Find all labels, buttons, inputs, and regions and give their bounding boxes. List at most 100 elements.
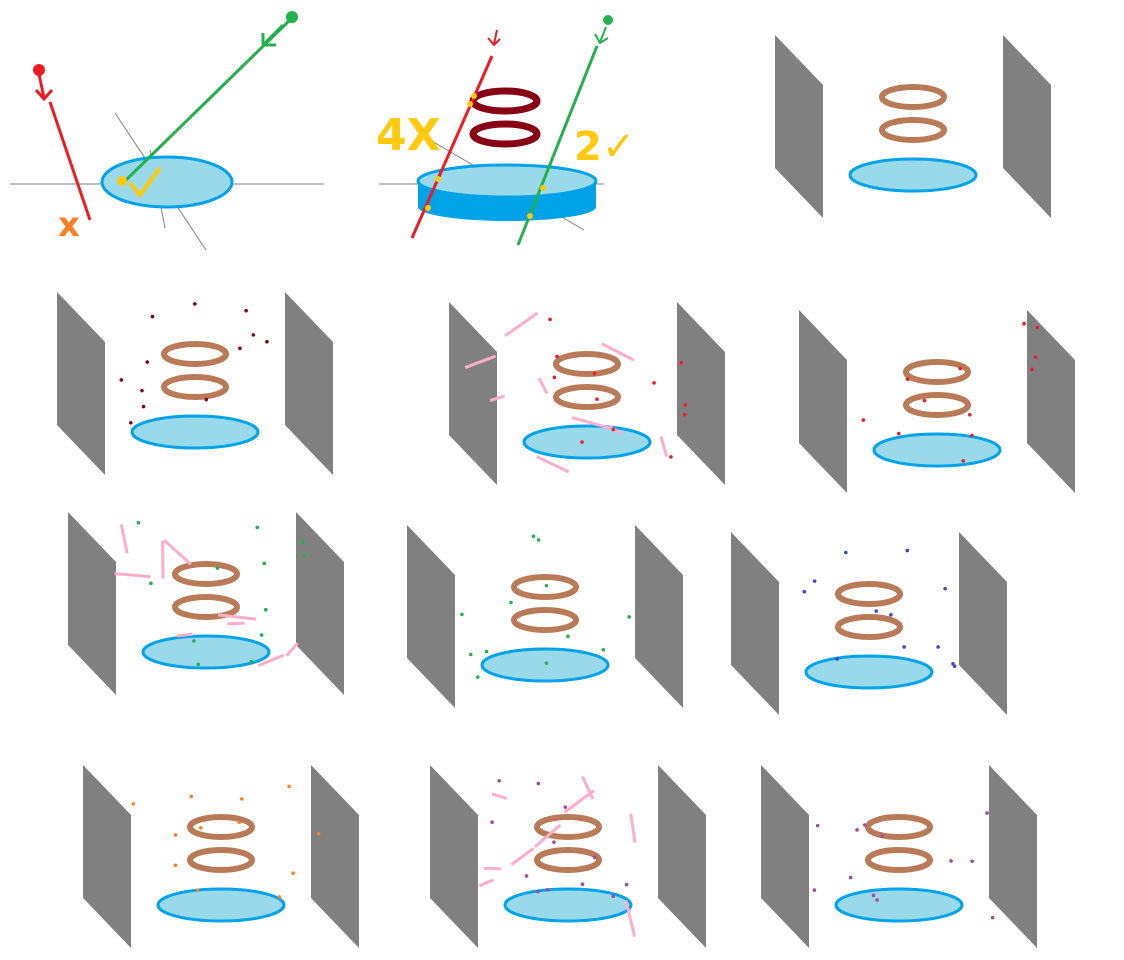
ring-upper: [879, 84, 947, 110]
particle-dot: [843, 550, 848, 555]
particle-track: [217, 613, 257, 621]
ring-upper: [835, 581, 903, 607]
panel-right: [1027, 310, 1075, 493]
disk-top: [416, 163, 598, 199]
particle-dot: [239, 797, 244, 801]
panel-right: [1003, 35, 1051, 218]
detector-scenes: [57, 35, 1075, 948]
particle-dot: [215, 566, 220, 570]
green-ray-source-icon: [286, 11, 298, 23]
particle-dot: [552, 840, 556, 844]
particle-track: [536, 455, 570, 474]
detector-disk: [834, 887, 964, 923]
particle-dot: [238, 346, 242, 351]
particle-track: [608, 424, 623, 435]
ring-upper: [903, 359, 971, 385]
detector-disk: [804, 654, 934, 690]
particle-track: [533, 823, 562, 849]
particle-track: [510, 847, 535, 866]
particle-dot: [871, 893, 876, 898]
particle-dot: [967, 413, 972, 417]
particle-dot: [291, 871, 295, 875]
particle-dot: [880, 834, 884, 838]
green-ray: [516, 45, 599, 246]
particle-dot: [802, 589, 807, 594]
particle-track: [571, 416, 611, 430]
particle-dot: [195, 888, 200, 893]
particle-dot: [524, 874, 529, 878]
panel-left: [68, 512, 116, 695]
particle-track: [464, 354, 497, 369]
ring-lower: [903, 392, 971, 418]
particle-track: [257, 653, 285, 668]
particle-dot: [652, 381, 656, 385]
panel-left: [775, 35, 823, 218]
detector-scene-7: [83, 765, 359, 948]
particle-dot: [145, 360, 150, 364]
detector-disk: [130, 414, 260, 450]
detector-scene-4: [68, 512, 344, 695]
disk-bottom: [418, 193, 596, 221]
hit-point-icon: [467, 101, 473, 107]
ring-lower: [534, 847, 602, 873]
particle-dot: [302, 553, 306, 558]
panel-left: [449, 302, 497, 485]
particle-dot: [173, 863, 178, 868]
particle-dot: [592, 371, 597, 376]
particle-dot: [140, 388, 144, 393]
particle-dot: [173, 833, 178, 837]
particle-dot: [905, 377, 910, 382]
particle-dot: [669, 455, 673, 459]
particle-track: [629, 813, 637, 843]
particle-dot: [682, 412, 687, 417]
particle-dot: [595, 397, 599, 401]
particle-dot: [601, 647, 606, 652]
hit-point-icon: [527, 213, 533, 219]
particle-dot: [624, 882, 629, 887]
particle-dot: [544, 661, 549, 665]
particle-dot: [468, 652, 473, 657]
particle-track: [491, 792, 508, 800]
particle-track: [478, 878, 495, 888]
detector-disk: [872, 432, 1002, 468]
particle-dot: [627, 615, 631, 619]
particle-track: [285, 642, 299, 657]
particle-dot: [563, 805, 568, 809]
particle-dot: [815, 823, 820, 828]
particle-track: [659, 436, 669, 457]
ring-lower: [879, 117, 947, 143]
particle-dot: [189, 794, 194, 799]
particle-dot: [889, 612, 893, 617]
ring-lower: [835, 614, 903, 640]
ring-upper: [469, 87, 541, 115]
panel-right: [311, 765, 359, 948]
particle-dot: [244, 308, 248, 313]
particle-track: [489, 394, 506, 403]
red-arrow-icon: [34, 73, 54, 102]
diagram-single-disk: x: [10, 11, 324, 251]
particle-dot: [484, 649, 489, 654]
particle-track: [119, 523, 129, 554]
particle-dot: [204, 397, 209, 402]
particle-dot: [150, 314, 155, 319]
particle-dot: [531, 534, 536, 539]
particle-dot: [1030, 367, 1034, 372]
ring-lower: [553, 384, 621, 410]
particle-dot: [812, 579, 817, 583]
particle-track: [581, 776, 595, 800]
particle-dot: [970, 433, 974, 438]
ring-upper: [511, 574, 579, 600]
ring-lower: [511, 607, 579, 633]
particle-dot: [970, 859, 974, 864]
particle-dot: [1035, 325, 1040, 330]
hit-point-icon: [435, 176, 441, 182]
panel-left: [761, 765, 809, 948]
particle-dot: [536, 538, 541, 542]
hit-point-icon: [540, 185, 546, 191]
particle-dot: [905, 548, 910, 553]
red-ray: [48, 101, 92, 221]
particle-dot: [136, 520, 141, 525]
panel-right: [989, 765, 1037, 948]
panel-left: [731, 532, 779, 715]
particle-dot: [198, 825, 203, 830]
